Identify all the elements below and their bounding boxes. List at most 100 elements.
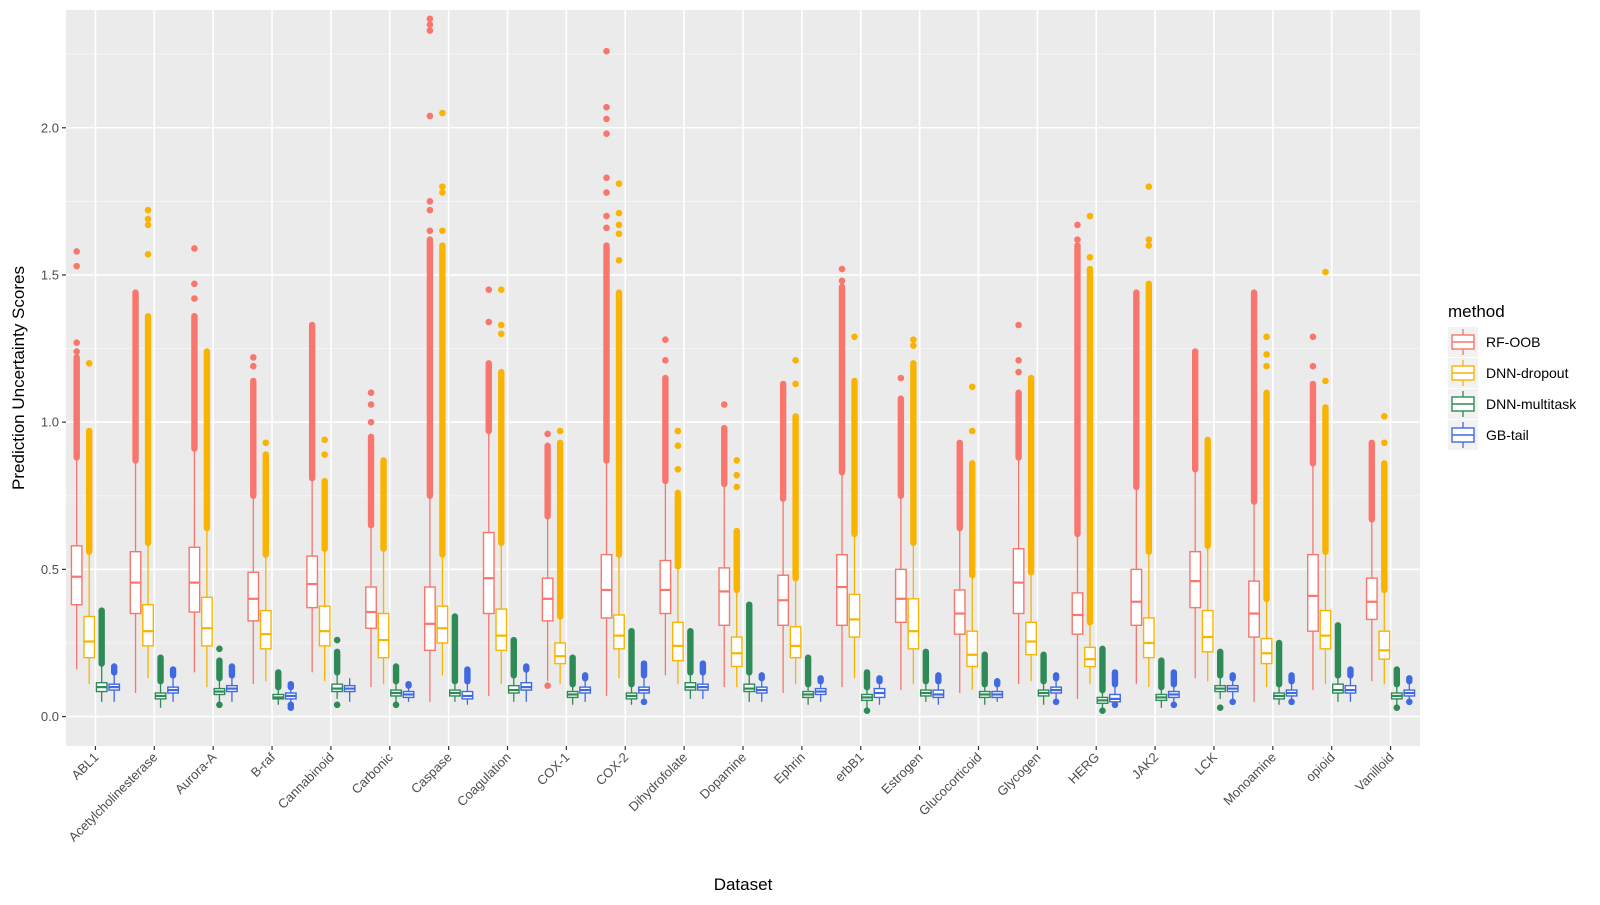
outlier-band — [838, 283, 846, 476]
box-group — [461, 666, 474, 705]
box-group — [907, 336, 920, 685]
outlier-point — [485, 286, 493, 293]
legend-key — [1448, 420, 1478, 450]
box-group — [1037, 651, 1050, 705]
outlier-band — [1133, 289, 1140, 491]
box — [188, 546, 201, 613]
outlier-point — [426, 21, 434, 29]
outlier-band — [157, 654, 164, 685]
box-group — [1285, 672, 1298, 706]
box — [966, 630, 979, 668]
outlier-band — [191, 312, 198, 452]
outlier-point — [426, 15, 434, 23]
outlier-point — [1086, 253, 1094, 261]
outlier-band — [287, 680, 294, 691]
box-group — [1084, 212, 1096, 685]
box — [423, 586, 436, 652]
box-group — [1403, 675, 1416, 706]
box-group — [436, 109, 449, 676]
y-tick-label: 1.5 — [41, 267, 59, 282]
legend-label: GB-tail — [1486, 427, 1529, 443]
x-tick-label: ABL1 — [68, 750, 101, 783]
box-group — [978, 651, 991, 705]
outlier-point — [367, 401, 375, 408]
outlier-band — [640, 660, 648, 679]
legend-key — [1448, 358, 1478, 388]
box — [1201, 609, 1214, 653]
outlier-band — [464, 666, 471, 685]
box-group — [1071, 221, 1084, 699]
box-group — [814, 675, 827, 702]
outlier-band — [956, 439, 963, 532]
box-group — [1130, 289, 1143, 685]
outlier-point — [144, 206, 152, 214]
box-group — [743, 601, 756, 702]
outlier-point — [426, 112, 434, 120]
box-group — [108, 663, 121, 702]
outlier-point — [792, 357, 799, 364]
box-group — [919, 648, 932, 702]
outlier-band — [817, 675, 824, 685]
outlier-point — [733, 483, 741, 491]
box — [142, 603, 155, 647]
x-tick-label: Cannabinoid — [275, 750, 337, 812]
outlier-point — [497, 286, 505, 293]
outlier-band — [1393, 666, 1401, 688]
outlier-point — [1309, 333, 1317, 341]
outlier-point — [144, 251, 152, 258]
outlier-band — [628, 627, 635, 688]
box-group — [1189, 348, 1202, 679]
y-tick-label: 0.0 — [41, 709, 59, 724]
box-group — [1109, 669, 1121, 709]
outlier-point — [1263, 362, 1270, 370]
outlier-band — [132, 289, 139, 464]
grid-lines — [66, 10, 1420, 746]
outlier-point — [603, 130, 610, 137]
outlier-band — [569, 654, 576, 688]
box — [671, 621, 684, 662]
box — [1248, 580, 1261, 638]
box-group — [142, 206, 155, 679]
box — [600, 553, 613, 619]
legend-key — [1448, 389, 1478, 419]
outlier-point — [497, 321, 505, 329]
box — [718, 567, 731, 626]
box-group — [318, 436, 331, 682]
outlier-band — [556, 439, 564, 620]
box-group — [1378, 412, 1391, 685]
outlier-point — [603, 47, 610, 55]
box-group — [423, 15, 436, 702]
box-group — [1273, 639, 1286, 705]
box-group — [225, 663, 238, 702]
box-group — [247, 354, 260, 685]
outlier-point — [838, 265, 846, 273]
box — [1071, 592, 1084, 635]
outlier-point — [556, 427, 564, 435]
outlier-point — [1074, 236, 1081, 243]
outlier-point — [603, 174, 610, 182]
box-group — [625, 627, 638, 705]
outlier-point — [1015, 357, 1022, 364]
outlier-band — [581, 672, 589, 682]
box — [1306, 553, 1319, 632]
outlier-point — [333, 701, 341, 709]
x-tick-label: Glucocorticoid — [916, 750, 985, 819]
outlier-point — [439, 109, 446, 117]
box-group — [482, 286, 495, 696]
outlier-point — [1015, 368, 1022, 376]
x-tick-label: Dihydrofolate — [625, 750, 690, 815]
outlier-band — [1275, 639, 1283, 688]
outlier-point — [1263, 333, 1270, 341]
x-tick-label: COX-1 — [534, 750, 573, 789]
outlier-point — [968, 427, 976, 435]
box-group — [730, 457, 743, 688]
box-group — [600, 47, 613, 696]
outlier-point — [439, 183, 446, 190]
outlier-point — [615, 180, 623, 187]
box-group — [331, 636, 344, 709]
outlier-point — [1145, 183, 1153, 190]
outlier-point — [426, 198, 434, 205]
outlier-point — [73, 339, 80, 346]
x-tick-label: LCK — [1192, 749, 1221, 778]
box — [1130, 568, 1143, 626]
